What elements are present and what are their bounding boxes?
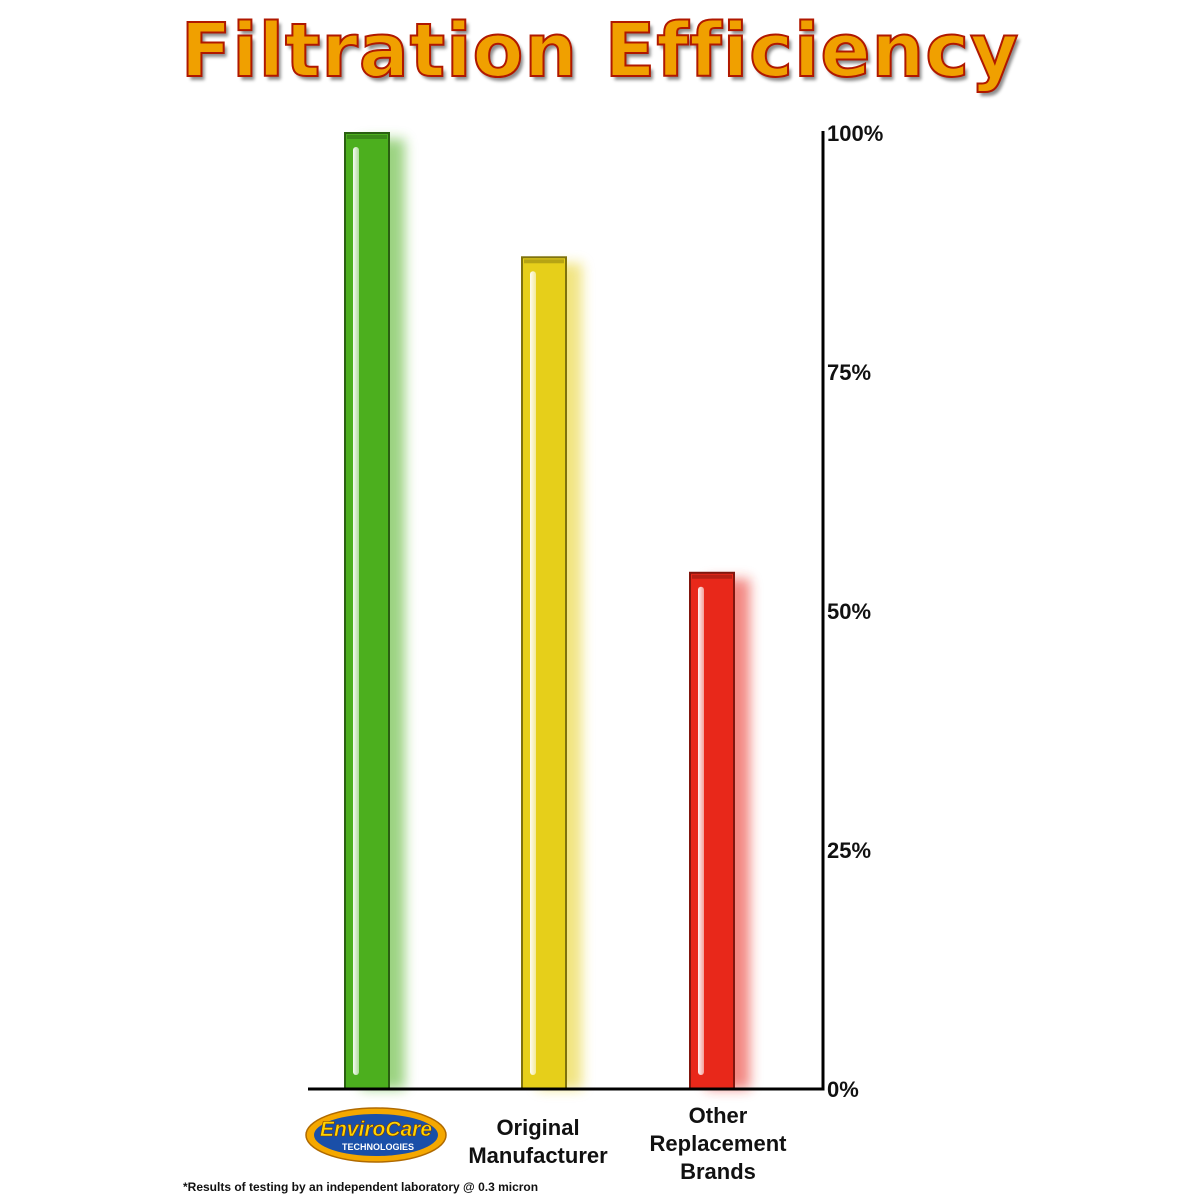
y-tick-label-100: 100% xyxy=(827,121,883,146)
bar-body xyxy=(521,256,567,1090)
logo-brand-text: EnviroCare xyxy=(320,1118,432,1141)
y-tick-label-25: 25% xyxy=(827,838,871,863)
y-tick-label-50: 50% xyxy=(827,599,871,624)
envirocare-logo: EnviroCare TECHNOLOGIES xyxy=(305,1107,447,1163)
bar-body xyxy=(344,132,390,1090)
bar-envirocare-technologies xyxy=(344,132,405,1090)
chart-title: Filtration Efficiency xyxy=(180,7,1020,95)
bar-highlight xyxy=(530,271,536,1075)
bar-highlight xyxy=(353,147,359,1075)
category-label-line: Replacement xyxy=(649,1131,787,1156)
bar-other-replacement-brands xyxy=(689,571,750,1090)
bar-top-edge xyxy=(692,574,732,579)
bar-original-manufacturer xyxy=(521,256,582,1090)
category-label-line: Brands xyxy=(680,1159,756,1184)
logo-sub-text: TECHNOLOGIES xyxy=(342,1142,414,1152)
category-label-line: Original xyxy=(496,1115,580,1140)
y-tick-label-0: 0% xyxy=(827,1077,859,1102)
category-label-original-manufacturer: Original Manufacturer xyxy=(428,1114,648,1170)
bar-highlight xyxy=(698,586,704,1075)
category-label-other-brands: Other Replacement Brands xyxy=(608,1102,828,1186)
y-tick-label-75: 75% xyxy=(827,360,871,385)
bar-top-edge xyxy=(347,135,387,139)
bar-top-edge xyxy=(524,259,564,264)
category-label-line: Other xyxy=(688,1103,748,1128)
footnote: *Results of testing by an independent la… xyxy=(183,1180,539,1194)
bar-body xyxy=(689,571,735,1090)
category-label-line: Manufacturer xyxy=(468,1143,608,1168)
